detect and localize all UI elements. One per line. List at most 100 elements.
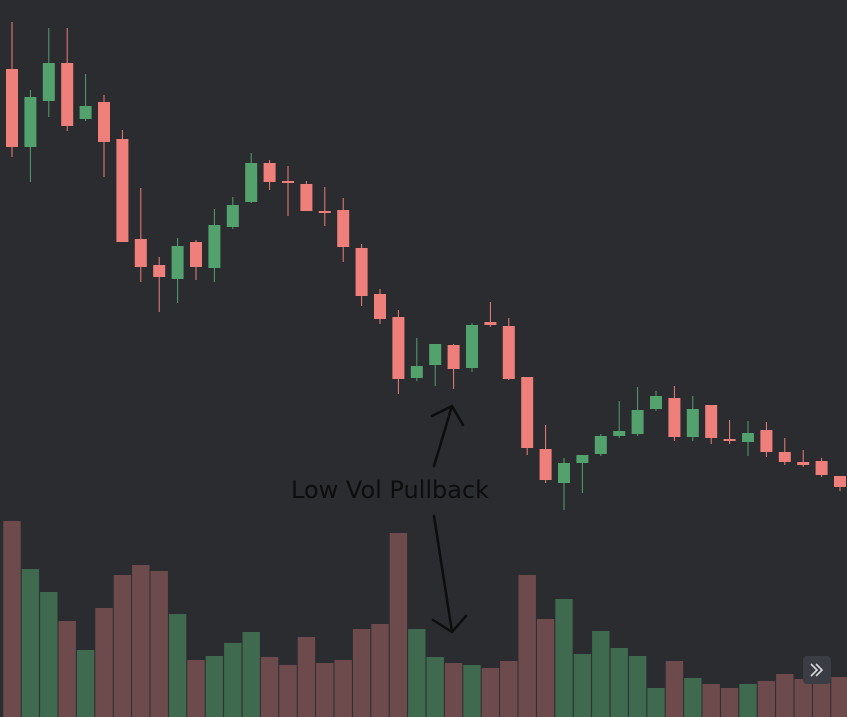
candle-body [539,449,552,480]
volume-bar [463,665,481,717]
volume-bar [205,656,224,717]
volume-bar [150,571,168,717]
volume-bar [518,575,536,717]
candle-body [613,431,626,436]
candle-body [686,409,699,437]
candle-body [337,210,350,247]
candle-body [153,265,166,277]
arrow-down-head [431,614,468,634]
volume-bar [371,624,389,717]
volume-bar [720,688,739,717]
volume-bar [500,661,518,717]
scroll-button[interactable] [803,656,831,684]
candle-body [98,102,110,142]
candle-body [282,181,294,183]
volume-bar [481,668,500,717]
volume-bar [702,684,720,717]
candle-body [410,366,423,378]
candle-body [797,462,810,465]
candle-body [392,317,405,379]
candle-body [631,410,644,434]
candle-body [834,476,846,487]
candle-body [134,239,147,267]
candle-body [594,436,607,454]
candle-body [429,344,442,365]
volume-bar [592,631,610,717]
candle-body [502,326,515,379]
candle-body [116,139,129,242]
volume-bar [408,629,426,717]
annotation-arrows [430,404,468,634]
annotation: Low Vol Pullback [291,476,489,504]
volume-bar [665,661,684,717]
candle-body [171,246,184,279]
volume-bar [95,608,113,717]
volume-bar [426,657,444,717]
candle-body [208,225,221,268]
candle-body [263,163,276,182]
candle-body [24,97,37,147]
volume-bar [3,521,21,717]
volume-bar [187,660,205,717]
candle-body [760,430,773,452]
volume-bar [555,599,573,717]
candle-body [6,69,18,147]
candle-body [374,294,386,319]
volume-bar [536,619,555,717]
candle-body [723,439,736,441]
candle-body [466,325,478,368]
candle-body [79,106,92,119]
volume-bar [352,629,371,717]
volume-layer [3,521,847,717]
arrow-up-head [430,404,465,427]
volume-bar [242,632,260,717]
volume-bar [21,569,40,717]
candle-body [355,248,368,296]
volume-bar [831,677,847,717]
candle-body [300,184,313,211]
volume-bar [58,621,76,717]
volume-bar [684,678,702,717]
arrow-down [432,514,454,634]
volume-bar [168,614,187,717]
volume-bar [647,688,665,717]
volume-bar [224,643,242,717]
volume-bar [334,660,352,717]
volume-bar [297,637,316,717]
candle-body [521,377,534,448]
candle-body [447,345,460,369]
volume-bar [40,592,58,717]
volume-bar [279,665,297,717]
candle-body [742,433,754,442]
volume-bar [776,674,794,717]
candle-body [61,63,74,126]
volume-bar [794,679,812,717]
volume-bar [316,663,334,717]
candle-body [558,463,570,483]
volume-bar [610,648,628,717]
volume-bar [132,565,150,717]
volume-bar [739,684,757,717]
candle-body [576,455,589,463]
candle-body [484,322,497,325]
volume-bar [389,533,408,717]
candle-body [42,63,55,101]
volume-bar [573,654,592,717]
volume-bar [628,656,647,717]
candle-layer [6,22,846,510]
candle-body [815,461,828,475]
candle-body [190,242,202,267]
candle-body [705,405,718,438]
volume-bar [260,657,279,717]
candle-body [245,163,258,202]
candle-body [226,205,239,227]
volume-bar [444,663,463,717]
candle-body [650,396,662,409]
button-icon [810,663,824,677]
volume-bar [113,575,132,717]
volume-bar [812,683,831,717]
candle-body [668,398,681,437]
volume-bar [757,681,776,717]
candle-body [778,452,791,462]
